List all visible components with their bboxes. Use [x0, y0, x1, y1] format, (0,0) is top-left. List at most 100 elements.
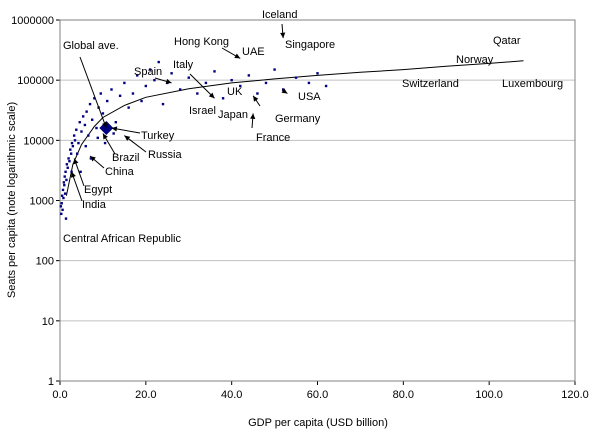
tick-labels: 1 10 100 1000 10000 100000 1000000 0.0 20.0 40.0 6…	[11, 15, 589, 401]
annotation-label-israel: Israel	[189, 105, 216, 117]
annotation-arrowhead	[70, 171, 76, 178]
data-point	[66, 166, 69, 169]
data-point	[61, 208, 64, 212]
y-tick-label: 1000	[30, 196, 54, 208]
data-point	[67, 157, 70, 160]
annotation-label-spain: Spain	[134, 66, 162, 78]
data-point	[75, 128, 78, 131]
x-tick-label: 100.0	[475, 389, 503, 401]
data-point	[90, 118, 94, 121]
y-tick-label: 100000	[17, 75, 54, 87]
annotation-label-brazil: Brazil	[112, 152, 140, 164]
data-point	[136, 74, 139, 77]
data-point	[84, 144, 87, 148]
data-point	[75, 152, 79, 155]
annotation-label-central-african-republic: Central African Republic	[63, 233, 182, 245]
annotation-label-germany: Germany	[275, 113, 321, 125]
data-point	[85, 110, 88, 113]
annotation-arrowhead	[281, 88, 288, 94]
data-point	[221, 97, 225, 100]
data-point	[77, 141, 80, 145]
data-point	[101, 112, 105, 115]
y-tick-label: 100	[36, 256, 54, 268]
data-point	[69, 148, 72, 151]
annotation-arrow	[189, 73, 215, 99]
plot-area-border	[59, 19, 576, 382]
annotation-arrowhead	[234, 53, 241, 59]
annotation-label-norway: Norway	[456, 54, 494, 66]
data-point	[70, 170, 73, 173]
data-point	[89, 157, 93, 160]
annotation-arrowhead	[111, 126, 118, 132]
annotation-arrowhead	[250, 113, 256, 120]
data-point	[72, 134, 76, 137]
data-point	[93, 97, 96, 100]
data-point	[62, 196, 65, 200]
annotation-label-turkey: Turkey	[141, 130, 175, 142]
annotation-label-france: France	[256, 132, 290, 144]
x-tick-label: 0.0	[52, 389, 67, 401]
annotation-arrowhead	[102, 133, 108, 140]
data-point	[63, 175, 66, 178]
x-tick-label: 40.0	[221, 389, 242, 401]
data-point	[273, 68, 276, 71]
data-point	[88, 102, 92, 106]
data-point	[148, 68, 152, 71]
annotation-label-switzerland: Switzerland	[402, 78, 459, 90]
data-point	[140, 99, 143, 103]
data-point	[63, 183, 66, 187]
annotation-arrow	[79, 56, 107, 129]
x-axis-title: GDP per capita (USD billion)	[248, 417, 388, 429]
data-point	[65, 163, 69, 166]
y-tick-label: 1000000	[11, 15, 54, 27]
data-point	[73, 139, 77, 142]
data-point	[64, 170, 67, 173]
data-point	[103, 141, 107, 145]
annotation-label-hong-kong: Hong Kong	[174, 36, 229, 48]
data-point	[196, 92, 199, 95]
y-tick-label: 10	[42, 316, 54, 328]
annotation-label-uae: UAE	[242, 46, 265, 58]
data-point	[294, 76, 298, 79]
annotation-label-italy: Italy	[173, 59, 194, 71]
data-point	[99, 92, 102, 95]
data-point	[112, 132, 115, 135]
data-point	[78, 121, 81, 124]
data-point	[106, 99, 109, 103]
data-point	[83, 123, 87, 127]
annotation-label-uk: UK	[227, 86, 243, 98]
data-point	[131, 92, 135, 95]
data-point	[127, 106, 130, 109]
annotation-label-global-ave: Global ave.	[63, 40, 119, 52]
data-point	[65, 178, 68, 182]
data-point	[316, 72, 319, 75]
data-point	[62, 181, 66, 184]
data-point	[256, 92, 259, 95]
data-point	[157, 60, 160, 64]
data-point	[96, 136, 99, 140]
annotation-label-singapore: Singapore	[285, 39, 335, 51]
annotation-label-iceland: Iceland	[262, 9, 297, 21]
data-point	[60, 194, 64, 197]
data-point	[59, 205, 63, 208]
data-point	[95, 126, 98, 130]
annotation-label-russia: Russia	[148, 149, 183, 161]
annotation-labels: Iceland Hong Kong UAE Singapore Qatar Norway S…	[63, 9, 563, 245]
data-point	[81, 115, 85, 118]
y-tick-label: 1	[48, 376, 54, 388]
data-point	[281, 88, 285, 91]
annotation-arrowhead	[73, 158, 79, 165]
annotation-arrowhead	[253, 95, 259, 102]
x-tick-label: 60.0	[307, 389, 328, 401]
data-point	[68, 159, 71, 163]
data-point	[118, 94, 122, 97]
annotation-label-usa: USA	[298, 91, 321, 103]
data-point	[64, 217, 68, 220]
data-point	[69, 152, 73, 155]
annotation-arrowhead	[208, 92, 215, 99]
data-point	[114, 121, 117, 124]
data-point	[110, 88, 113, 91]
x-tick-label: 120.0	[561, 389, 589, 401]
data-point	[161, 102, 165, 106]
annotation-label-luxembourg: Luxembourg	[502, 78, 563, 90]
